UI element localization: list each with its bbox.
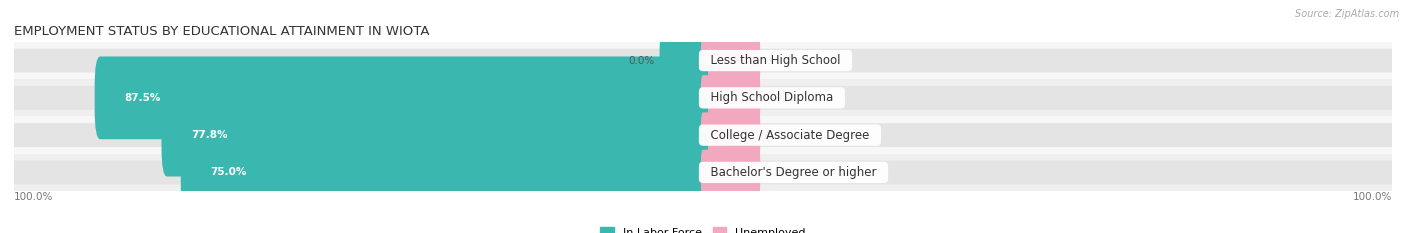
- Text: 87.5%: 87.5%: [124, 93, 160, 103]
- FancyBboxPatch shape: [703, 49, 1392, 72]
- Text: High School Diploma: High School Diploma: [703, 91, 841, 104]
- FancyBboxPatch shape: [14, 161, 703, 184]
- Text: 0.0%: 0.0%: [628, 56, 655, 65]
- Text: 75.0%: 75.0%: [211, 168, 247, 177]
- FancyBboxPatch shape: [162, 94, 709, 177]
- Text: EMPLOYMENT STATUS BY EDUCATIONAL ATTAINMENT IN WIOTA: EMPLOYMENT STATUS BY EDUCATIONAL ATTAINM…: [14, 25, 430, 38]
- Text: 100.0%: 100.0%: [1353, 192, 1392, 202]
- Text: College / Associate Degree: College / Associate Degree: [703, 129, 877, 142]
- FancyBboxPatch shape: [14, 79, 1392, 116]
- Text: Source: ZipAtlas.com: Source: ZipAtlas.com: [1295, 9, 1399, 19]
- Text: 77.8%: 77.8%: [191, 130, 228, 140]
- Text: Bachelor's Degree or higher: Bachelor's Degree or higher: [703, 166, 884, 179]
- FancyBboxPatch shape: [181, 131, 709, 214]
- FancyBboxPatch shape: [702, 112, 761, 158]
- FancyBboxPatch shape: [14, 86, 703, 110]
- FancyBboxPatch shape: [702, 38, 761, 83]
- FancyBboxPatch shape: [14, 42, 1392, 79]
- FancyBboxPatch shape: [703, 161, 1392, 184]
- FancyBboxPatch shape: [702, 150, 761, 195]
- FancyBboxPatch shape: [703, 86, 1392, 110]
- Text: Less than High School: Less than High School: [703, 54, 848, 67]
- Text: 0.0%: 0.0%: [765, 93, 792, 103]
- FancyBboxPatch shape: [14, 154, 1392, 191]
- FancyBboxPatch shape: [14, 49, 703, 72]
- Text: 100.0%: 100.0%: [14, 192, 53, 202]
- FancyBboxPatch shape: [14, 123, 703, 147]
- FancyBboxPatch shape: [703, 123, 1392, 147]
- FancyBboxPatch shape: [702, 75, 761, 121]
- Text: 0.0%: 0.0%: [765, 56, 792, 65]
- FancyBboxPatch shape: [14, 116, 1392, 154]
- FancyBboxPatch shape: [94, 56, 709, 139]
- Text: 0.0%: 0.0%: [765, 168, 792, 177]
- Legend: In Labor Force, Unemployed: In Labor Force, Unemployed: [596, 223, 810, 233]
- Text: 0.0%: 0.0%: [765, 130, 792, 140]
- FancyBboxPatch shape: [659, 38, 704, 83]
